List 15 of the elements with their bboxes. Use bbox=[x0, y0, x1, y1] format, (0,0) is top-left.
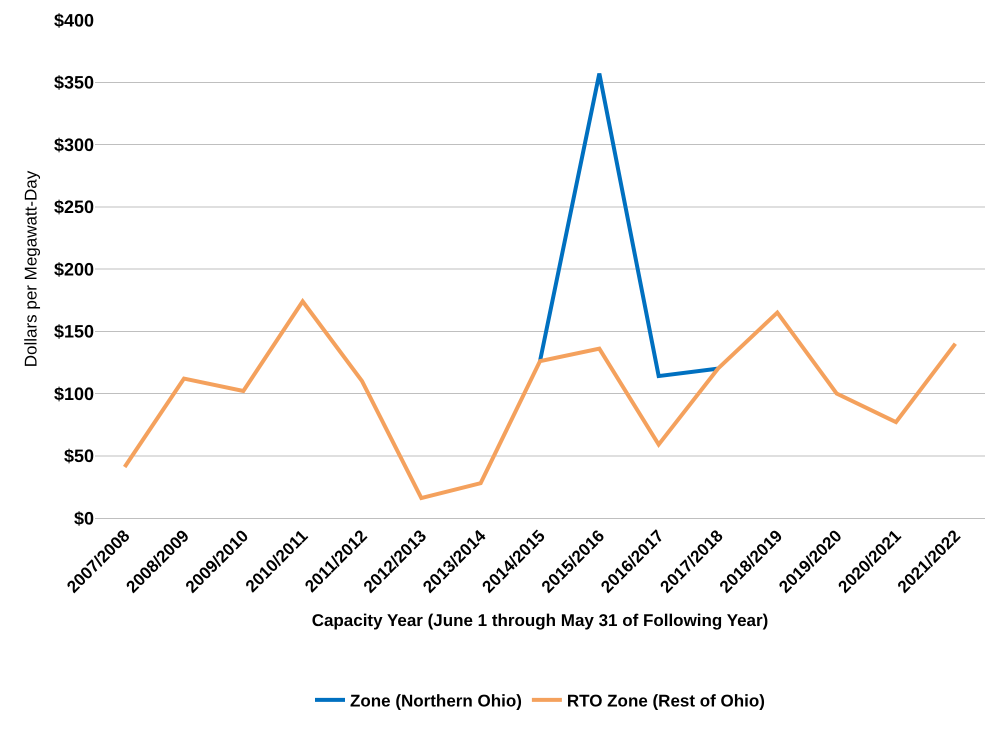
y-tick-label: $350 bbox=[54, 72, 94, 93]
y-tick-label: $0 bbox=[74, 508, 94, 528]
y-tick-label: $150 bbox=[54, 322, 94, 342]
y-axis-title: Dollars per Megawatt-Day bbox=[22, 170, 41, 368]
line-series bbox=[122, 299, 958, 500]
x-axis-title: Capacity Year (June 1 through May 31 of Following Year) bbox=[312, 610, 768, 630]
y-tick-label: $200 bbox=[54, 259, 94, 280]
line-series bbox=[538, 72, 720, 378]
y-tick-label: $400 bbox=[54, 10, 94, 30]
y-tick-label: $50 bbox=[64, 446, 94, 466]
legend-label: RTO Zone (Rest of Ohio) bbox=[566, 692, 765, 711]
legend-label: Zone (Northern Ohio) bbox=[350, 692, 522, 711]
y-tick-label: $300 bbox=[54, 134, 94, 155]
y-tick-label: $250 bbox=[54, 197, 94, 218]
y-tick-label: $100 bbox=[54, 384, 94, 404]
